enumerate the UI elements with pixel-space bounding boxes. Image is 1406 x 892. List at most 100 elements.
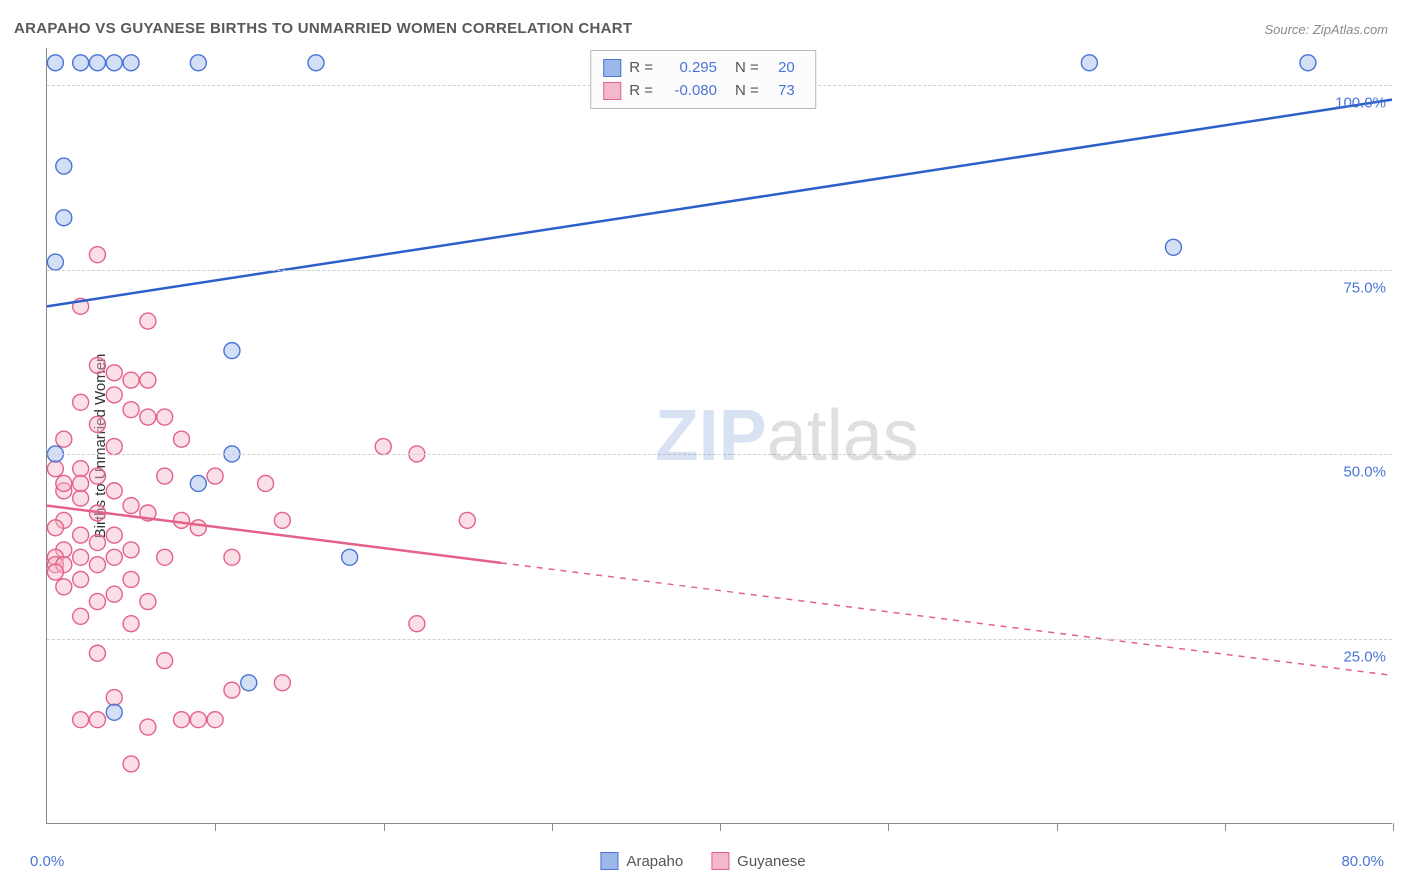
gridline [47,270,1392,271]
data-point [190,475,206,491]
data-point [224,549,240,565]
data-point [157,653,173,669]
n-label: N = [735,80,759,103]
x-tick [1393,823,1394,831]
data-point [459,512,475,528]
x-tick [552,823,553,831]
n-value: 73 [767,80,795,103]
plot-area: ZIPatlas 25.0%50.0%75.0%100.0% [46,48,1392,824]
bottom-legend: Arapaho Guyanese [600,852,805,870]
data-point [174,512,190,528]
y-tick-label: 75.0% [1343,279,1386,296]
data-point [106,586,122,602]
data-point [106,387,122,403]
data-point [56,210,72,226]
legend-swatch [711,852,729,870]
data-point [224,343,240,359]
legend-item: Guyanese [711,852,805,870]
data-point [140,594,156,610]
y-tick-label: 50.0% [1343,464,1386,481]
data-point [157,409,173,425]
data-point [123,571,139,587]
source-attribution: Source: ZipAtlas.com [1264,22,1388,37]
r-value: 0.295 [661,57,717,80]
legend-swatch [603,59,621,77]
data-point [140,313,156,329]
data-point [190,712,206,728]
data-point [258,475,274,491]
data-point [106,527,122,543]
data-point [375,439,391,455]
r-label: R = [629,80,653,103]
data-point [157,549,173,565]
data-point [73,55,89,71]
n-label: N = [735,57,759,80]
y-tick-label: 25.0% [1343,649,1386,666]
gridline [47,454,1392,455]
data-point [207,468,223,484]
data-point [123,616,139,632]
data-point [89,55,105,71]
data-point [207,712,223,728]
data-point [157,468,173,484]
legend-swatch [600,852,618,870]
x-tick [1057,823,1058,831]
data-point [73,394,89,410]
x-tick [888,823,889,831]
legend-label: Guyanese [737,853,805,870]
data-point [123,55,139,71]
data-point [73,475,89,491]
data-point [106,549,122,565]
chart-title: ARAPAHO VS GUYANESE BIRTHS TO UNMARRIED … [14,20,632,37]
data-point [47,254,63,270]
data-point [190,55,206,71]
data-point [308,55,324,71]
data-point [89,594,105,610]
data-point [1081,55,1097,71]
legend-swatch [603,82,621,100]
data-point [73,461,89,477]
data-point [47,520,63,536]
x-tick [1225,823,1226,831]
data-point [106,690,122,706]
r-value: -0.080 [661,80,717,103]
data-point [274,675,290,691]
legend-stats-box: R =0.295N =20R =-0.080N =73 [590,50,816,109]
data-point [106,55,122,71]
data-point [89,557,105,573]
n-value: 20 [767,57,795,80]
data-point [56,431,72,447]
data-point [47,55,63,71]
legend-stats-row: R =0.295N =20 [603,57,795,80]
data-point [56,579,72,595]
data-point [274,512,290,528]
data-point [224,682,240,698]
data-point [123,542,139,558]
chart-container: ARAPAHO VS GUYANESE BIRTHS TO UNMARRIED … [0,0,1406,892]
data-point [174,431,190,447]
legend-label: Arapaho [626,853,683,870]
data-point [89,247,105,263]
data-point [174,712,190,728]
data-point [56,475,72,491]
data-point [47,461,63,477]
x-axis-max-label: 80.0% [1341,853,1384,870]
data-point [47,564,63,580]
chart-svg [47,48,1392,823]
x-tick [215,823,216,831]
data-point [89,535,105,551]
data-point [106,704,122,720]
data-point [89,645,105,661]
data-point [123,372,139,388]
data-point [89,468,105,484]
y-tick-label: 100.0% [1335,94,1386,111]
data-point [123,402,139,418]
data-point [342,549,358,565]
x-axis-min-label: 0.0% [30,853,64,870]
data-point [89,357,105,373]
trend-line-extrapolated [501,563,1392,675]
data-point [106,439,122,455]
data-point [1165,239,1181,255]
data-point [241,675,257,691]
x-tick [720,823,721,831]
